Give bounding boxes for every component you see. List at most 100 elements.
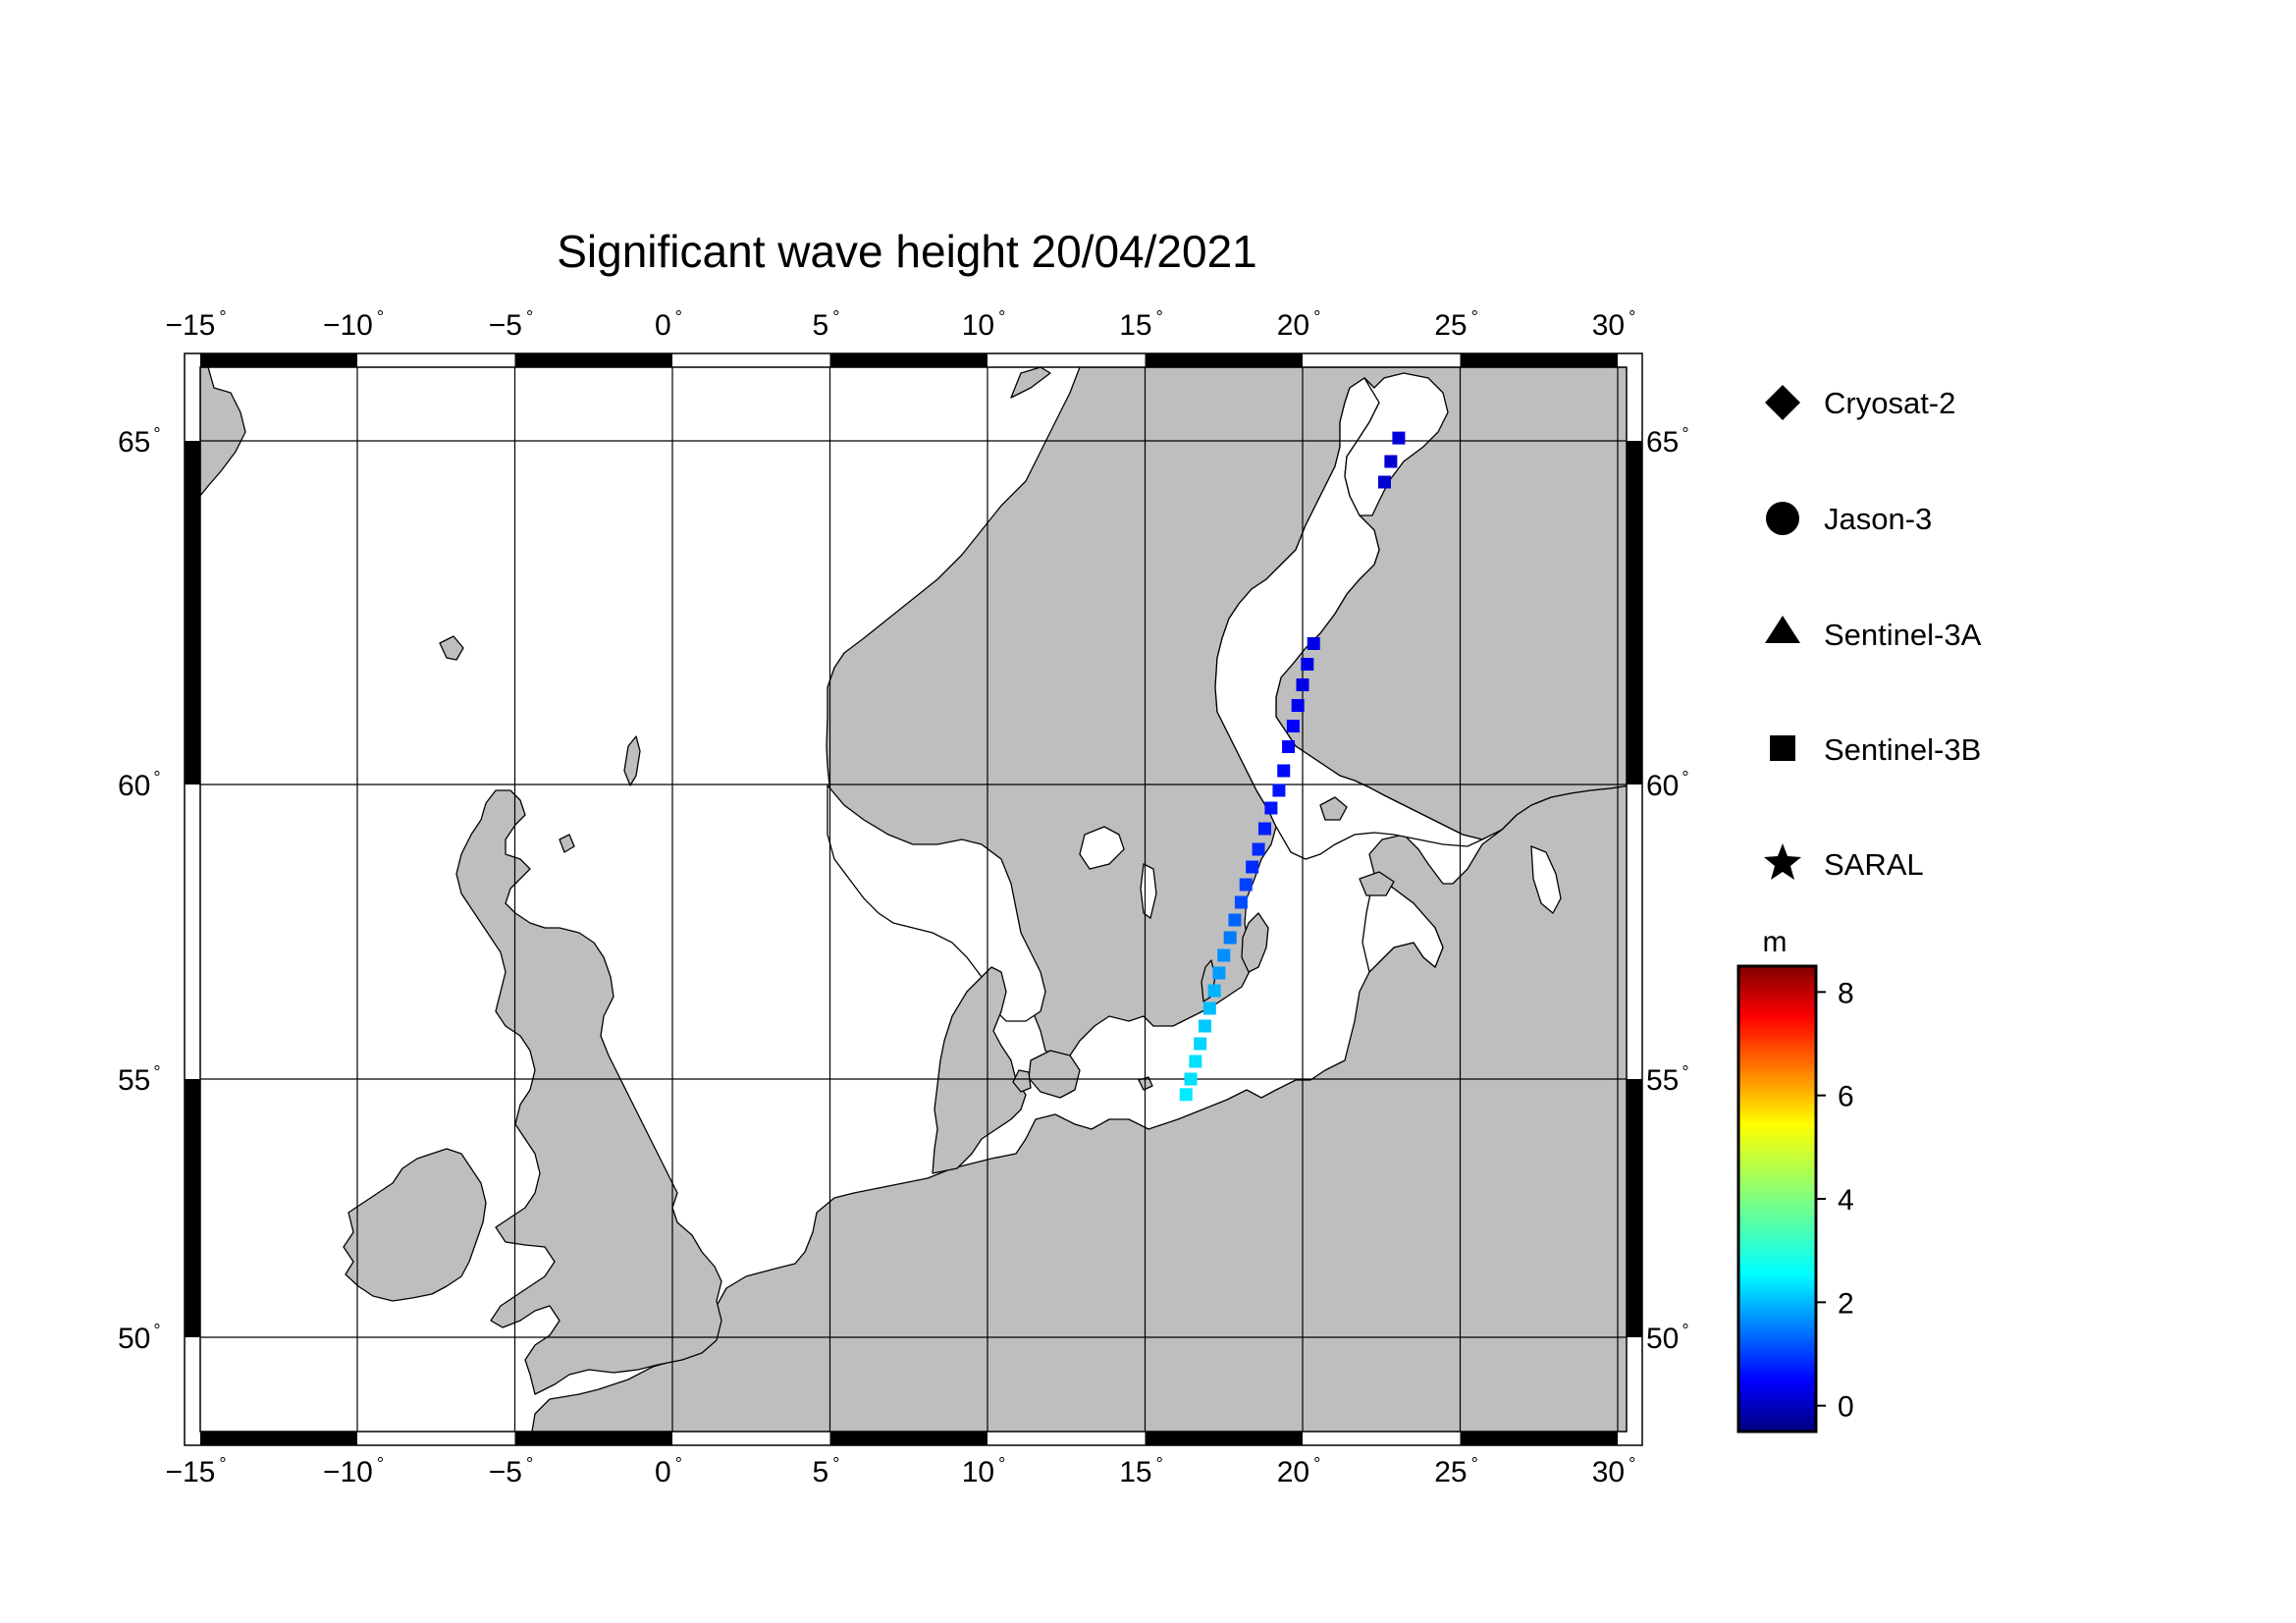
- colorbar-tick-label: 4: [1838, 1184, 1854, 1217]
- observation-point: [1217, 948, 1231, 962]
- lon-tick-label-top: 0 °: [655, 307, 682, 342]
- frame-bar-top: [1460, 353, 1618, 367]
- land-zealand: [1028, 1050, 1081, 1099]
- observation-point: [1291, 699, 1305, 712]
- lat-tick-label-left: 60 °: [118, 768, 161, 802]
- colorbar-gradient: [1736, 964, 1818, 1434]
- frame-bar-bottom: [1145, 1432, 1303, 1445]
- colorbar-tick-label: 0: [1838, 1391, 1854, 1424]
- land-lofoten: [1010, 367, 1051, 399]
- frame-bar-right: [1627, 441, 1642, 784]
- land-continent: [531, 784, 1627, 1432]
- frame-bar-left: [185, 1079, 200, 1337]
- observation-point: [1198, 1019, 1211, 1033]
- land-orkney: [559, 834, 575, 853]
- observation-point: [1286, 720, 1300, 732]
- legend-item-cryosat-2: Cryosat-2: [1765, 385, 1955, 420]
- observation-point: [1202, 1001, 1216, 1015]
- observation-point: [1246, 860, 1259, 874]
- land-great-britain: [455, 789, 722, 1395]
- observation-point: [1384, 455, 1398, 468]
- lon-tick-label-bottom: 0 °: [655, 1454, 682, 1488]
- lon-tick-label-bottom: 5 °: [813, 1454, 840, 1488]
- frame-bar-bottom: [829, 1432, 988, 1445]
- legend-item-jason-3: Jason-3: [1766, 502, 1932, 536]
- lon-tick-label-top: 25 °: [1434, 307, 1478, 342]
- lake-peipus: [1530, 845, 1562, 915]
- land-faroe: [439, 635, 464, 661]
- lon-tick-label-top: 5 °: [813, 307, 840, 342]
- frame-bar-bottom: [514, 1432, 672, 1445]
- observation-point: [1307, 637, 1320, 650]
- lat-tick-label-right: 65 °: [1646, 424, 1689, 459]
- observation-point: [1189, 1055, 1202, 1068]
- lon-tick-label-bottom: −10 °: [323, 1454, 384, 1488]
- map-frame: [184, 352, 1643, 1446]
- frame-bar-right: [1627, 1079, 1642, 1337]
- observation-point: [1184, 1072, 1198, 1086]
- land-aland: [1319, 796, 1348, 821]
- lon-tick-label-top: 10 °: [962, 307, 1006, 342]
- observation-point: [1223, 931, 1237, 945]
- triangle-icon: [1765, 616, 1800, 643]
- chart-title: Significant wave height 20/04/2021: [557, 226, 1257, 277]
- legend-item-sentinel-3a: Sentinel-3A: [1765, 616, 1982, 652]
- colorbar: m 0 2 4 6 8: [1736, 926, 1854, 1434]
- observation-point: [1392, 431, 1406, 445]
- frame-bar-top: [200, 353, 357, 367]
- legend-label: SARAL: [1824, 847, 1924, 882]
- observation-point: [1194, 1037, 1207, 1051]
- frame-bar-left: [185, 441, 200, 784]
- legend-label: Jason-3: [1824, 502, 1932, 536]
- lon-tick-label-top: −10 °: [323, 307, 384, 342]
- lon-tick-label-bottom: −15 °: [165, 1454, 226, 1488]
- gulf-of-riga: [1362, 872, 1444, 974]
- observation-point: [1296, 678, 1309, 691]
- lon-tick-label-bottom: 30 °: [1592, 1454, 1636, 1488]
- frame-bar-top: [1145, 353, 1303, 367]
- lat-tick-label-right: 55 °: [1646, 1062, 1689, 1097]
- observation-point: [1212, 966, 1226, 980]
- observation-point: [1301, 658, 1314, 671]
- land-denmark: [932, 966, 1027, 1174]
- lat-tick-label-right: 60 °: [1646, 768, 1689, 802]
- colorbar-tick-label: 2: [1838, 1287, 1854, 1320]
- land-iceland-corner: [200, 367, 246, 497]
- frame-bar-top: [829, 353, 988, 367]
- legend-item-saral: SARAL: [1764, 843, 1924, 882]
- lon-tick-label-top: 30 °: [1592, 307, 1636, 342]
- satellite-observations: [1179, 431, 1406, 1102]
- frame-bar-bottom: [1460, 1432, 1618, 1445]
- lon-tick-label-bottom: 15 °: [1119, 1454, 1163, 1488]
- observation-point: [1207, 984, 1221, 998]
- observation-point: [1277, 764, 1291, 778]
- lat-tick-label-right: 50 °: [1646, 1321, 1689, 1355]
- land-shetland: [623, 735, 641, 786]
- lon-tick-label-top: −15 °: [165, 307, 226, 342]
- graticule-lines: [200, 367, 1627, 1432]
- star-icon: [1764, 843, 1801, 880]
- observation-point: [1228, 913, 1242, 927]
- colorbar-unit: m: [1763, 926, 1788, 958]
- circle-icon: [1766, 502, 1799, 535]
- observation-point: [1377, 475, 1391, 489]
- observation-point: [1252, 842, 1265, 856]
- lat-tick-label-left: 50 °: [118, 1321, 161, 1355]
- lake-vanern: [1079, 826, 1125, 870]
- legend-item-sentinel-3b: Sentinel-3B: [1770, 732, 1981, 767]
- lon-tick-label-bottom: −5 °: [489, 1454, 533, 1488]
- frame-bar-bottom: [200, 1432, 357, 1445]
- legend-label: Cryosat-2: [1824, 386, 1955, 420]
- colorbar-ticks: 0 2 4 6 8: [1816, 977, 1854, 1424]
- legend-label: Sentinel-3B: [1824, 732, 1981, 767]
- frame-bar-top: [514, 353, 672, 367]
- observation-point: [1272, 784, 1286, 797]
- kattegat: [827, 784, 1046, 1022]
- observation-point: [1264, 801, 1278, 815]
- observation-point: [1257, 822, 1271, 836]
- land-ireland: [343, 1148, 487, 1302]
- colorbar-tick-label: 8: [1838, 977, 1854, 1009]
- lon-tick-label-top: −5 °: [489, 307, 533, 342]
- observation-point: [1234, 895, 1248, 909]
